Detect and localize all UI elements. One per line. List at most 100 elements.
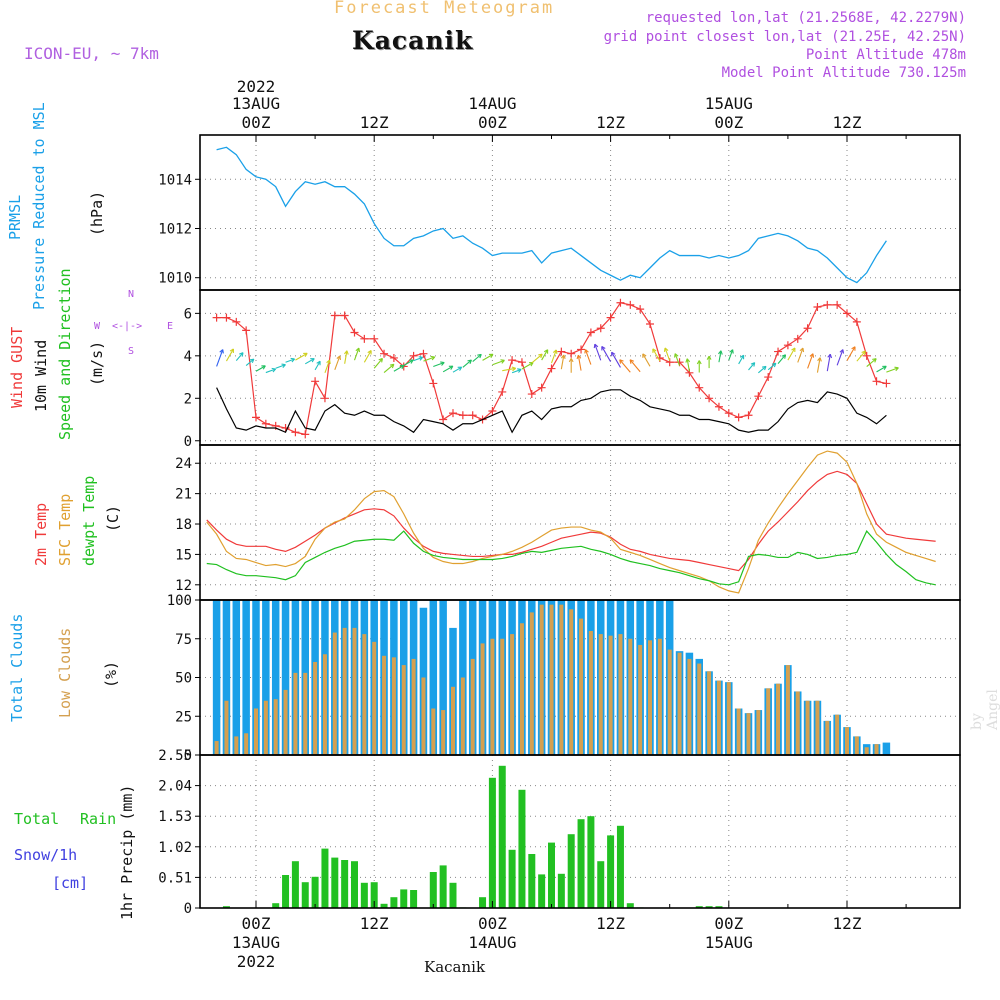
low-cloud-bar [618,634,623,755]
low-cloud-bar [569,609,574,755]
gust-marker [212,313,221,322]
y-tick-label-cloud: 50 [175,671,192,687]
gust-marker [783,341,792,350]
rain-bar [410,890,418,908]
low-cloud-bar [224,700,229,755]
rain-bar [508,849,516,908]
rain-bar [597,861,605,908]
low-cloud-bar [756,710,761,755]
low-cloud-bar [628,638,633,755]
y-tick-label-cloud: 75 [175,632,192,648]
wind-arrow [235,352,244,361]
station-title: Kacanik [352,26,474,55]
gust-marker [409,351,418,360]
panel-0 [255,135,848,290]
gust-marker [833,300,842,309]
low-cloud-bar [785,665,790,755]
low-cloud-bar [529,612,534,755]
panel-frame [199,444,961,601]
wind-arrow [584,349,592,365]
model-altitude: Model Point Altitude 730.125m [721,65,966,81]
gust-marker [744,411,753,420]
y-tick-label-precip: 0 [184,901,192,917]
precip-rain-label: Rain [80,810,117,828]
wind-arrow [652,348,661,362]
wind-line [216,387,887,434]
rain-bar [282,875,290,908]
y-tick-label-wind: 4 [184,349,192,365]
wind-arrow [334,355,342,371]
gust-marker [498,387,507,396]
gust-marker [774,347,783,356]
low-cloud-bar [401,665,406,755]
gust-marker [488,407,497,416]
low-cloud-bar [510,634,515,755]
low-cloud-bar [638,644,643,755]
model-name: ICON-EU, ~ 7km [24,44,159,63]
wind-arrow [462,359,472,368]
total-cloud-bar [222,600,231,755]
y-tick-label-wind: 6 [184,306,192,322]
low-cloud-bar [480,643,485,755]
rain-bar [538,874,546,908]
top-day-label: 15AUG [705,94,753,113]
bottom-hour-label: 00Z [242,914,271,933]
low-cloud-bar [470,658,475,755]
precip-cm-label: [cm] [52,874,89,892]
y-tick-label-precip: 1.53 [158,809,192,825]
low-cloud-bar [391,657,396,755]
wind-arrow [767,362,777,371]
low-cloud-bar [431,708,436,755]
gust-marker [340,311,349,320]
low-cloud-bar [835,714,840,755]
wind-arrow [787,347,796,361]
low-cloud-bar [263,700,268,755]
low-cloud-bar [549,604,554,755]
gust-marker [843,309,851,318]
top-hour-label: 00Z [478,113,507,132]
low-cloud-bar [687,658,692,755]
gust-marker [586,328,595,337]
rain-bar [311,876,319,908]
gust-marker [252,413,260,422]
wind-arrow [472,353,482,363]
total-cloud-bar [232,600,241,755]
rain-bar [567,834,575,908]
wind-arrow [393,364,405,372]
gust-marker [547,364,556,373]
wind-arrow [696,360,702,373]
top-hour-label: 12Z [360,113,389,132]
total-cloud-bar [281,600,290,755]
total-cloud-bar [252,600,260,755]
gust-marker [537,383,546,392]
rain-bar [360,882,368,908]
rain-bar [351,861,358,908]
wind-arrow [748,362,756,371]
y-tick-label-temp: 15 [175,547,192,563]
rain-bar [291,861,299,908]
wind-arrow [423,355,436,362]
wind-arrow [816,357,822,373]
low-cloud-bar [303,672,308,755]
wind-arrow [344,350,349,364]
low-cloud-bar [677,652,682,755]
y-tick-label-temp: 12 [175,578,192,594]
gust-marker [330,311,339,320]
grid-point-coords: grid point closest lon,lat (21.25E, 42.2… [603,29,966,45]
total-cloud-bar [429,600,438,755]
rain-bar [548,842,555,908]
gust-marker [872,377,881,386]
gust-marker [320,394,329,403]
gust-marker [458,411,467,420]
wind-arrow [413,356,424,362]
wind-arrow [295,352,308,361]
top-hour-label: 00Z [714,113,743,132]
wind-arrow [442,365,454,373]
low-cloud-bar [382,655,387,755]
wind-arrow [531,353,543,364]
y-tick-label-pressure: 1010 [158,271,192,287]
low-cloud-bar [588,631,593,755]
wind-arrow [541,349,549,361]
gust-marker [291,428,300,437]
